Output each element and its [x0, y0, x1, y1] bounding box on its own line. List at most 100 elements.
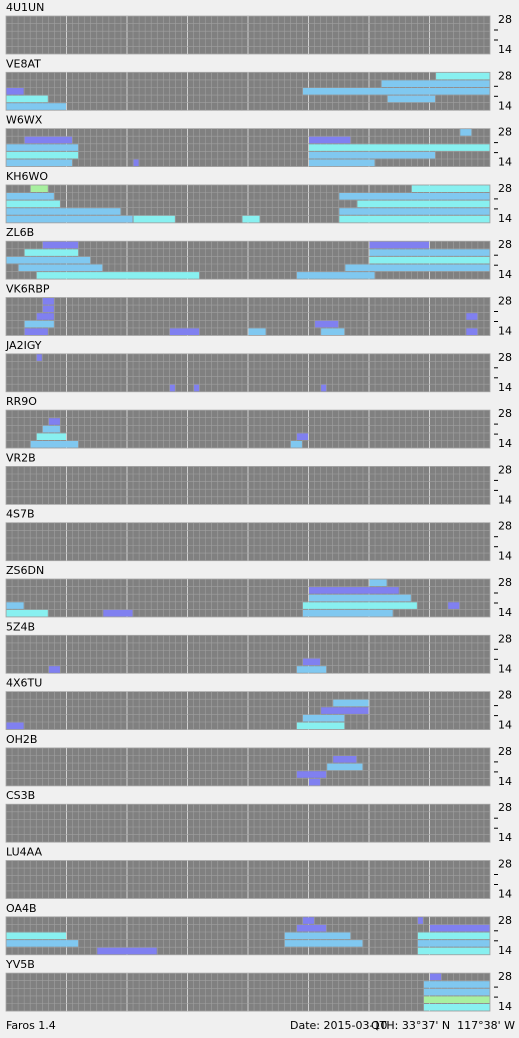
detection — [309, 778, 321, 786]
detection — [309, 594, 411, 602]
detection — [6, 932, 66, 940]
detection — [6, 940, 79, 947]
band-top: 28 — [498, 576, 512, 589]
detection — [417, 940, 490, 947]
detection — [423, 988, 490, 996]
band-top: 28 — [498, 407, 512, 420]
detection — [6, 159, 73, 167]
detection — [381, 80, 490, 87]
detection — [133, 215, 175, 223]
station-name: CS3B — [6, 789, 35, 802]
station-name: OA4B — [6, 902, 37, 915]
detection — [302, 658, 321, 666]
detection — [36, 272, 200, 279]
detection — [430, 924, 490, 932]
band-top: 28 — [498, 520, 512, 533]
band-bottom: 14 — [498, 662, 512, 675]
detection — [302, 917, 315, 924]
station-name: 4X6TU — [6, 677, 42, 690]
station-name: RR9O — [6, 395, 37, 408]
detection — [284, 940, 363, 947]
detection — [24, 320, 54, 328]
detection — [6, 602, 24, 609]
detection — [6, 88, 24, 95]
detection — [248, 328, 266, 335]
band-top: 28 — [498, 295, 512, 308]
station-name: VK6RBP — [6, 283, 50, 296]
band-top: 28 — [498, 238, 512, 251]
band-bottom: 14 — [498, 888, 512, 901]
detection — [18, 264, 103, 272]
detection — [6, 95, 48, 103]
band-bottom: 14 — [498, 99, 512, 112]
station-name: ZS6DN — [6, 564, 44, 577]
detection — [284, 932, 351, 940]
detection — [321, 328, 345, 335]
detection — [302, 714, 345, 722]
detection — [6, 609, 48, 617]
detection — [309, 587, 399, 594]
band-top: 28 — [498, 69, 512, 82]
detection — [417, 917, 423, 924]
detection — [36, 433, 66, 440]
band-bottom: 14 — [498, 719, 512, 732]
band-bottom: 14 — [498, 325, 512, 338]
detection — [296, 771, 327, 778]
band-top: 28 — [498, 970, 512, 983]
detection — [460, 129, 472, 136]
detection — [387, 95, 436, 103]
detection — [290, 441, 302, 448]
band-bottom: 14 — [498, 381, 512, 394]
detection — [6, 722, 24, 730]
band-bottom: 14 — [498, 775, 512, 788]
detection — [6, 256, 91, 264]
detection — [30, 441, 79, 448]
station-name: 5Z4B — [6, 620, 35, 633]
detection — [36, 313, 54, 320]
band-bottom: 14 — [498, 606, 512, 619]
detection — [333, 756, 357, 763]
detection — [36, 354, 42, 361]
date: Date: 2015-03-10 — [290, 1019, 387, 1032]
station-name: 4U1UN — [6, 1, 44, 14]
band-top: 28 — [498, 351, 512, 364]
detection — [417, 932, 490, 940]
detection — [242, 215, 260, 223]
detection — [466, 313, 478, 320]
band-top: 28 — [498, 745, 512, 758]
band-top: 28 — [498, 13, 512, 26]
station-name: LU4AA — [6, 846, 42, 859]
band-top: 28 — [498, 126, 512, 139]
detection — [333, 699, 369, 707]
detection — [296, 272, 375, 279]
detection — [24, 136, 73, 144]
band-bottom: 14 — [498, 268, 512, 281]
detection — [48, 666, 60, 673]
qth: QTH: 33°37' N 117°38' W — [371, 1019, 515, 1032]
detection — [369, 249, 490, 256]
detection — [42, 305, 54, 313]
detection — [97, 947, 157, 955]
detection — [6, 103, 66, 110]
detection — [6, 144, 79, 151]
band-top: 28 — [498, 632, 512, 645]
station-name: JA2IGY — [5, 339, 42, 352]
detection — [309, 136, 351, 144]
detection — [24, 249, 79, 256]
detection — [103, 609, 133, 617]
detection — [296, 924, 327, 932]
band-bottom: 14 — [498, 493, 512, 506]
station-name: OH2B — [6, 733, 37, 746]
band-bottom: 14 — [498, 1000, 512, 1013]
station-name: VE8AT — [6, 57, 41, 70]
detection — [423, 981, 490, 988]
detection — [423, 996, 490, 1003]
detection — [369, 241, 429, 249]
detection — [302, 602, 417, 609]
app-version: Faros 1.4 — [6, 1019, 56, 1032]
detection — [309, 159, 375, 167]
band-bottom: 14 — [498, 212, 512, 225]
detection — [309, 151, 436, 159]
detection — [321, 707, 369, 714]
